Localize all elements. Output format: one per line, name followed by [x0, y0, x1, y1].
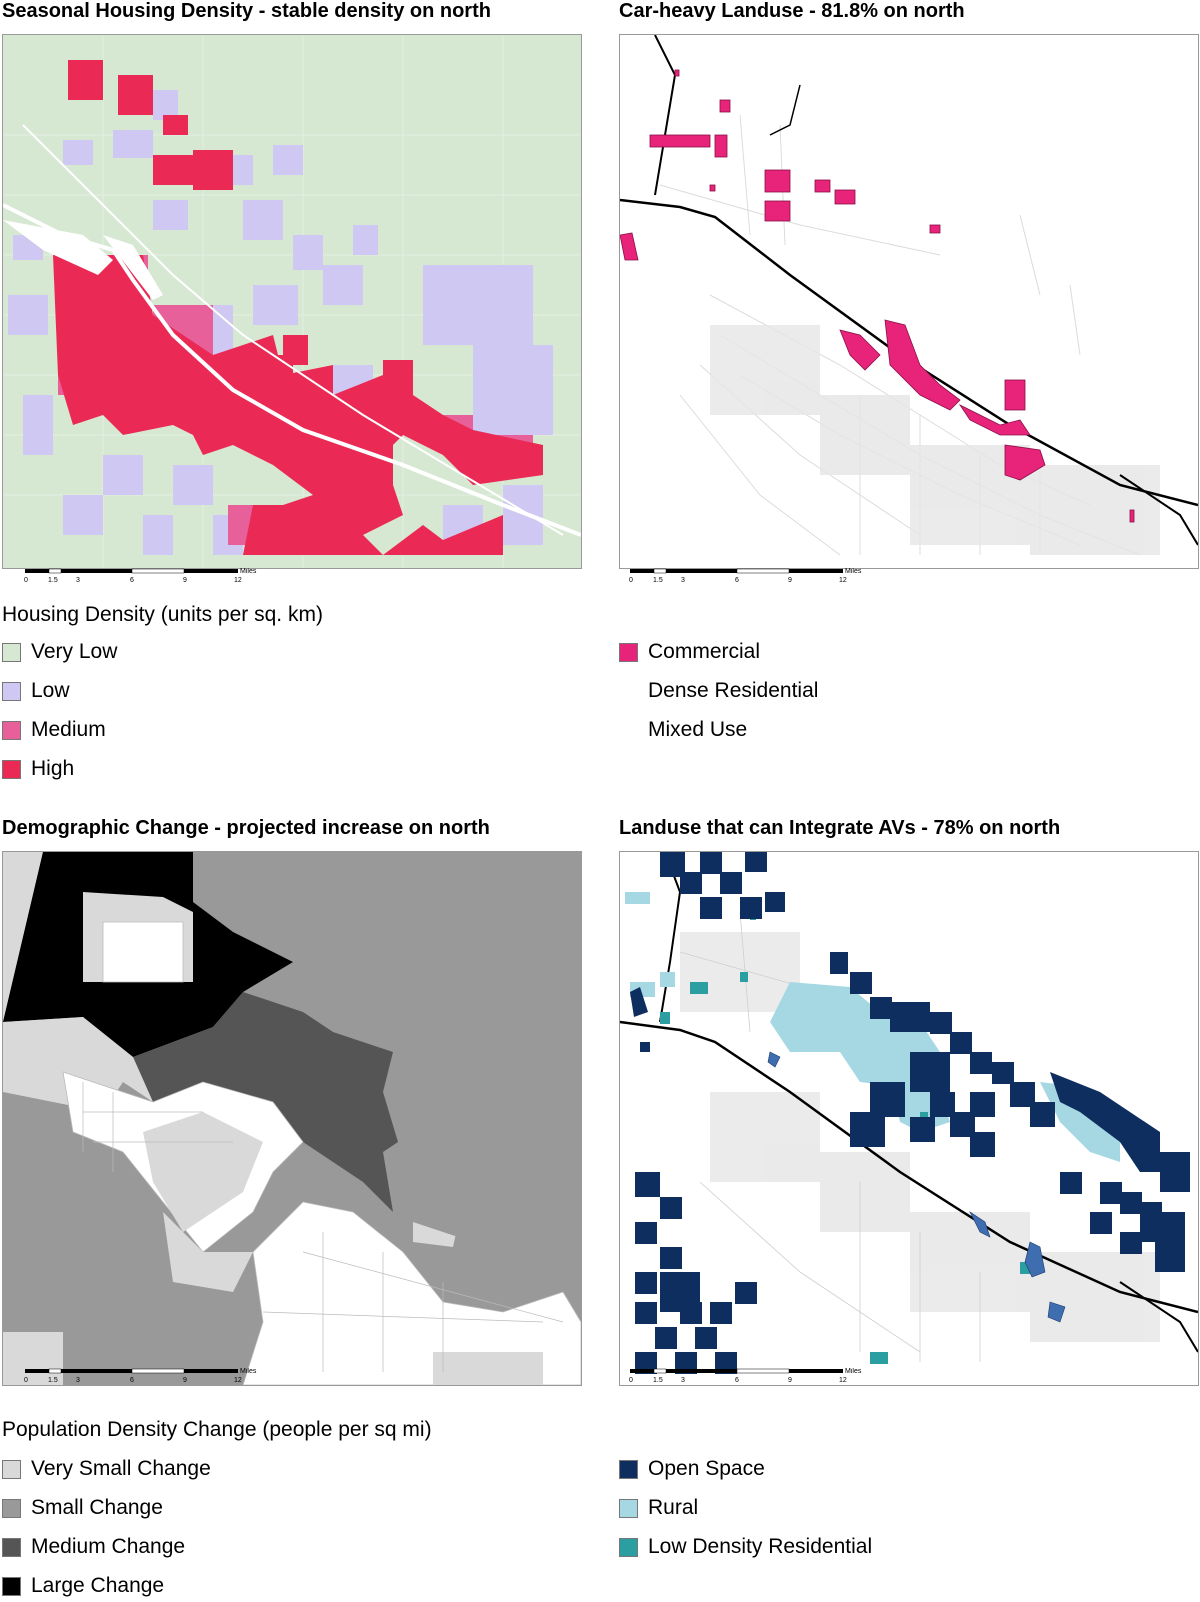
scale-tick: 12 — [234, 577, 242, 584]
legend-label: Small Change — [31, 1496, 163, 1519]
scale-tick: 12 — [839, 577, 847, 584]
legend-swatch — [2, 642, 21, 662]
scale-bar-housing: Miles 0 1.5 3 6 9 12 — [24, 568, 257, 584]
scale-tick: 6 — [735, 577, 739, 584]
scale-bar-integrate-avs: Miles 0 1.5 3 6 9 12 — [629, 1368, 862, 1384]
legend-item: Large Change — [2, 1574, 164, 1598]
legend-swatch — [2, 1537, 21, 1557]
scale-tick: 0 — [629, 1377, 633, 1384]
scale-tick: 3 — [76, 577, 80, 584]
scale-tick: 12 — [234, 1377, 242, 1384]
scale-tick: 0 — [24, 577, 28, 584]
scale-tick: 3 — [681, 577, 685, 584]
legend-item: Low Density Residential — [619, 1535, 872, 1559]
legend-item: Rural — [619, 1496, 698, 1520]
legend-swatch — [619, 682, 638, 701]
scale-unit: Miles — [240, 568, 257, 575]
legend-item: High — [2, 757, 74, 781]
legend-label: Medium — [31, 718, 106, 741]
scale-bar-demographic: Miles 0 1.5 3 6 9 12 — [24, 1368, 257, 1384]
legend-label: Open Space — [648, 1457, 765, 1480]
scale-unit: Miles — [845, 1368, 862, 1375]
map-housing-density[interactable] — [2, 34, 582, 569]
legend-item: Open Space — [619, 1457, 765, 1481]
legend-swatch — [2, 1459, 21, 1479]
legend-label: Very Low — [31, 640, 118, 663]
legend-item: Dense Residential — [619, 679, 818, 703]
scale-tick: 9 — [183, 577, 187, 584]
scale-tick: 1.5 — [48, 1377, 58, 1384]
legend-item: Commercial — [619, 640, 760, 664]
scale-tick: 6 — [735, 1377, 739, 1384]
legend-label: Rural — [648, 1496, 699, 1519]
scale-tick: 3 — [76, 1377, 80, 1384]
legend-swatch — [619, 721, 638, 740]
panel-title-car-heavy: Car-heavy Landuse - 81.8% on north — [619, 0, 965, 22]
panel-title-integrate-avs: Landuse that can Integrate AVs - 78% on … — [619, 817, 1061, 839]
map-demographic-change[interactable] — [2, 851, 582, 1386]
scale-tick: 9 — [788, 577, 792, 584]
legend-label: Low Density Residential — [648, 1535, 873, 1558]
legend-title-housing: Housing Density (units per sq. km) — [2, 603, 323, 626]
map-car-heavy-landuse[interactable] — [619, 34, 1199, 569]
scale-bar-car-heavy: Miles 0 1.5 3 6 9 12 — [629, 568, 862, 584]
scale-tick: 9 — [788, 1377, 792, 1384]
scale-tick: 1.5 — [653, 577, 663, 584]
panel-title-housing-density: Seasonal Housing Density - stable densit… — [2, 0, 491, 22]
scale-tick: 1.5 — [653, 1377, 663, 1384]
legend-label: High — [31, 757, 75, 780]
legend-swatch — [2, 1498, 21, 1518]
scale-tick: 0 — [24, 1377, 28, 1384]
legend-label: Very Small Change — [31, 1457, 211, 1480]
scale-unit: Miles — [845, 568, 862, 575]
legend-swatch — [619, 1537, 638, 1557]
scale-tick: 6 — [130, 577, 134, 584]
panel-title-demographic: Demographic Change - projected increase … — [2, 817, 490, 839]
legend-swatch — [2, 720, 21, 740]
legend-item: Small Change — [2, 1496, 163, 1520]
legend-label: Medium Change — [31, 1535, 186, 1558]
scale-unit: Miles — [240, 1368, 257, 1375]
legend-swatch — [2, 759, 21, 779]
legend-label: Mixed Use — [648, 718, 748, 741]
legend-item: Low — [2, 679, 70, 703]
legend-item: Medium — [2, 718, 106, 742]
legend-item: Mixed Use — [619, 718, 747, 742]
legend-item: Very Low — [2, 640, 117, 664]
scale-tick: 6 — [130, 1377, 134, 1384]
scale-tick: 1.5 — [48, 577, 58, 584]
legend-swatch — [2, 1576, 21, 1596]
legend-swatch — [619, 642, 638, 662]
legend-swatch — [619, 1459, 638, 1479]
scale-tick: 12 — [839, 1377, 847, 1384]
legend-title-demographic: Population Density Change (people per sq… — [2, 1418, 432, 1441]
legend-label: Commercial — [648, 640, 761, 663]
legend-swatch — [619, 1498, 638, 1518]
legend-item: Medium Change — [2, 1535, 185, 1559]
map-integrate-avs[interactable] — [619, 851, 1199, 1386]
legend-label: Low — [31, 679, 70, 702]
scale-tick: 3 — [681, 1377, 685, 1384]
legend-label: Dense Residential — [648, 679, 819, 702]
legend-item: Very Small Change — [2, 1457, 211, 1481]
legend-swatch — [2, 681, 21, 701]
scale-tick: 9 — [183, 1377, 187, 1384]
legend-label: Large Change — [31, 1574, 165, 1597]
scale-tick: 0 — [629, 577, 633, 584]
